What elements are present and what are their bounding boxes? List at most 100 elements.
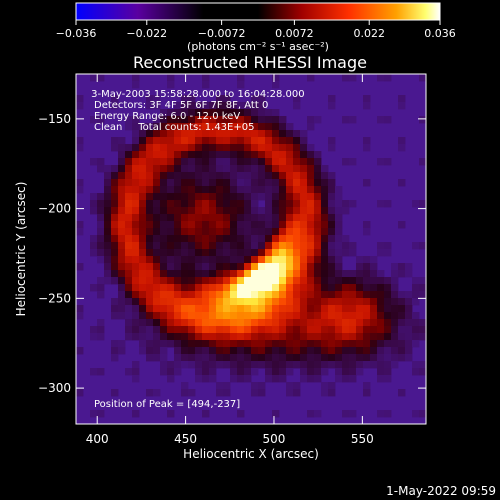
heatmap-cell [335, 312, 343, 320]
heatmap-cell [321, 312, 329, 320]
heatmap-cell [314, 221, 322, 229]
heatmap-cell [125, 249, 133, 257]
heatmap-cell [265, 277, 273, 285]
heatmap-cell [76, 221, 84, 229]
heatmap-cell [286, 347, 294, 355]
heatmap-cell [181, 165, 189, 173]
heatmap-cell [307, 361, 315, 369]
heatmap-cell [398, 179, 406, 187]
heatmap-cell [153, 249, 161, 257]
heatmap-cell [188, 284, 196, 292]
heatmap-cell [118, 270, 126, 278]
heatmap-cell [216, 221, 224, 229]
heatmap-cell [321, 333, 329, 341]
heatmap-cell [132, 214, 140, 222]
heatmap-cell [349, 347, 357, 355]
heatmap-cell [139, 221, 147, 229]
heatmap-cell [223, 130, 231, 138]
heatmap-cell [328, 256, 336, 264]
heatmap-cell [244, 102, 252, 110]
heatmap-cell [307, 312, 315, 320]
heatmap-cell [160, 151, 168, 159]
heatmap-cell [279, 116, 287, 124]
heatmap-cell [230, 312, 238, 320]
heatmap-cell [321, 382, 329, 390]
heatmap-cell [419, 158, 427, 166]
heatmap-cell [230, 193, 238, 201]
heatmap-cell [216, 326, 224, 334]
heatmap-cell [279, 144, 287, 152]
heatmap-cell [111, 221, 119, 229]
heatmap-cell [321, 305, 329, 313]
heatmap-cell [188, 144, 196, 152]
heatmap-cell [265, 235, 273, 243]
heatmap-cell [132, 200, 140, 208]
heatmap-cell [90, 284, 98, 292]
heatmap-cell [335, 221, 343, 229]
heatmap-cell [363, 102, 371, 110]
heatmap-cell [118, 165, 126, 173]
heatmap-cell [146, 193, 154, 201]
heatmap-cell [391, 347, 399, 355]
heatmap-cell [265, 333, 273, 341]
heatmap-cell [251, 333, 259, 341]
heatmap-cell [272, 270, 280, 278]
heatmap-cell [391, 326, 399, 334]
heatmap-cell [272, 214, 280, 222]
heatmap-cell [216, 200, 224, 208]
heatmap-cell [272, 305, 280, 313]
heatmap-cell [314, 249, 322, 257]
heatmap-cell [202, 291, 210, 299]
heatmap-cell [356, 347, 364, 355]
heatmap-cell [104, 228, 112, 236]
heatmap-cell [363, 347, 371, 355]
heatmap-cell [237, 151, 245, 159]
heatmap-cell [398, 298, 406, 306]
heatmap-cell [314, 172, 322, 180]
heatmap-cell [419, 368, 427, 376]
heatmap-cell [314, 375, 322, 383]
heatmap-cell [265, 368, 273, 376]
heatmap-cell [279, 130, 287, 138]
heatmap-cell [342, 312, 350, 320]
heatmap-cell [307, 375, 315, 383]
heatmap-cell [104, 221, 112, 229]
heatmap-cell [139, 326, 147, 334]
heatmap-cell [314, 368, 322, 376]
heatmap-cell [216, 137, 224, 145]
heatmap-cell [272, 123, 280, 131]
heatmap-cell [97, 235, 105, 243]
heatmap-cell [314, 242, 322, 250]
heatmap-cell [202, 263, 210, 271]
heatmap-cell [195, 256, 203, 264]
heatmap-cell [300, 256, 308, 264]
heatmap-cell [202, 123, 210, 131]
heatmap-cell [377, 368, 385, 376]
heatmap-cell [195, 221, 203, 229]
heatmap-cell [174, 144, 182, 152]
heatmap-cell [146, 130, 154, 138]
heatmap-cell [328, 221, 336, 229]
heatmap-cell [279, 291, 287, 299]
heatmap-cell [279, 298, 287, 306]
heatmap-cell [307, 214, 315, 222]
heatmap-cell [181, 263, 189, 271]
heatmap-cell [258, 277, 266, 285]
heatmap-cell [314, 165, 322, 173]
heatmap-cell [160, 109, 168, 117]
heatmap-cell [209, 340, 217, 348]
heatmap-cell [251, 319, 259, 327]
heatmap-cell [223, 284, 231, 292]
heatmap-cell [314, 158, 322, 166]
heatmap-cell [279, 375, 287, 383]
heatmap-cell [363, 144, 371, 152]
heatmap-cell [181, 109, 189, 117]
heatmap-cell [160, 298, 168, 306]
heatmap-cell [349, 333, 357, 341]
heatmap-cell [321, 165, 329, 173]
heatmap-cell [146, 221, 154, 229]
heatmap-cell [244, 228, 252, 236]
heatmap-cell [223, 123, 231, 131]
heatmap-cell [174, 109, 182, 117]
heatmap-cell [349, 340, 357, 348]
